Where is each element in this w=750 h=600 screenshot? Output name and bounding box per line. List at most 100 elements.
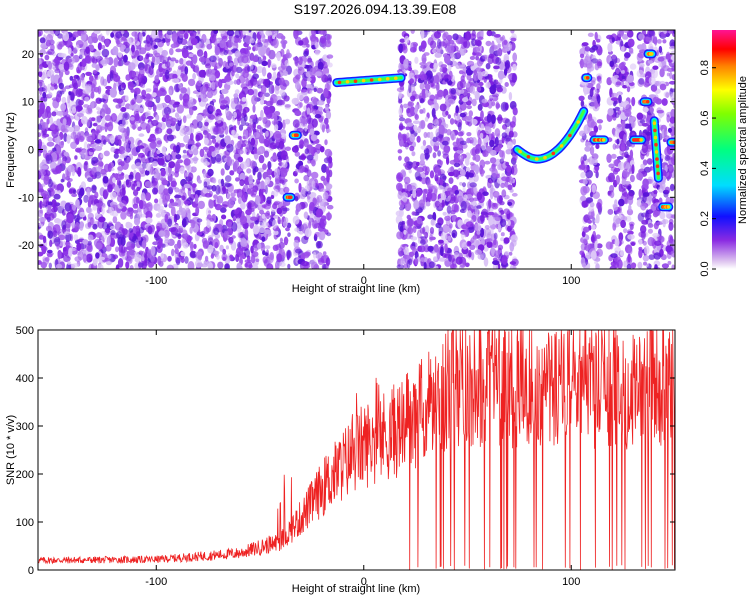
spectrogram-noise-blob xyxy=(272,244,279,251)
spectrogram-noise-blob xyxy=(511,192,518,197)
spectrogram-noise-blob xyxy=(60,103,67,112)
spectrogram-noise-blob xyxy=(451,203,459,213)
spectrogram-noise-blob xyxy=(434,265,439,269)
spectrogram-noise-blob xyxy=(254,195,261,205)
spectrogram-noise-blob xyxy=(455,105,460,114)
spectrogram-noise-blob xyxy=(315,208,324,218)
spectrogram-noise-blob xyxy=(628,204,632,212)
spectrogram-noise-blob xyxy=(326,204,334,210)
spectrogram-noise-blob xyxy=(452,169,460,178)
spectrogram-noise-blob xyxy=(217,126,225,134)
spectrogram-noise-blob xyxy=(459,112,466,118)
spectrogram-noise-blob xyxy=(266,196,272,205)
spectrogram-noise-blob xyxy=(470,251,475,261)
spectrogram-noise-blob xyxy=(423,131,428,139)
spectrogram-noise-blob xyxy=(445,110,449,116)
spectrogram-noise-blob xyxy=(612,143,617,150)
spectrogram-noise-blob xyxy=(202,241,209,249)
spectrogram-noise-blob xyxy=(160,253,165,259)
spectrogram-noise-blob xyxy=(157,208,165,214)
spectrogram-noise-blob xyxy=(249,114,257,120)
spectrogram-noise-blob xyxy=(152,104,157,112)
spectrogram-noise-blob xyxy=(642,107,649,113)
spectrogram-noise-blob xyxy=(223,230,229,238)
spectrogram-noise-blob xyxy=(623,191,628,197)
spectrogram-noise-blob xyxy=(101,117,106,123)
spectrogram-noise-blob xyxy=(232,65,237,73)
spectrogram-noise-blob xyxy=(38,234,45,240)
spectrogram-noise-blob xyxy=(321,163,328,173)
spectrogram-noise-blob xyxy=(480,30,484,39)
spectrogram-noise-blob xyxy=(263,138,271,147)
spectrogram-noise-blob xyxy=(226,192,231,200)
spectrogram-noise-blob xyxy=(427,214,434,220)
spectrogram-noise-blob xyxy=(426,191,433,200)
spectrogram-noise-blob xyxy=(216,195,224,204)
spectrogram-noise-blob xyxy=(505,161,510,167)
spectrogram-noise-blob xyxy=(153,50,158,56)
spectrogram-noise-blob xyxy=(224,263,230,269)
spectrogram-noise-blob xyxy=(39,209,43,214)
spectrogram-noise-blob xyxy=(178,143,185,148)
spectrogram-noise-blob xyxy=(110,113,118,122)
spectrogram-noise-blob xyxy=(75,44,80,50)
spectrogram-noise-blob xyxy=(229,170,235,176)
spectrogram-noise-blob xyxy=(595,143,600,150)
spectrogram-noise-blob xyxy=(84,96,90,102)
spectrogram-noise-blob xyxy=(155,95,161,104)
spectrogram-noise-blob xyxy=(38,57,42,66)
spectrogram-noise-blob xyxy=(47,178,53,188)
spectrogram-noise-blob xyxy=(67,47,72,55)
spectrogram-noise-blob xyxy=(504,82,509,87)
spectrogram-noise-blob xyxy=(276,207,283,215)
spectrogram-noise-blob xyxy=(112,215,118,224)
spectrogram-noise-blob xyxy=(196,80,203,87)
spectrogram-noise-blob xyxy=(326,94,331,105)
spectrogram-noise-blob xyxy=(595,263,600,269)
spectrogram-noise-blob xyxy=(596,243,603,249)
spectrogram-noise-blob xyxy=(275,138,280,147)
spectrogram-noise-blob xyxy=(38,30,43,36)
spectrogram-noise-blob xyxy=(128,62,136,71)
spectrogram-noise-blob xyxy=(271,155,279,160)
spectrogram-noise-blob xyxy=(431,107,436,118)
spectrogram-noise-blob xyxy=(454,190,460,195)
spectrogram-noise-blob xyxy=(129,116,135,121)
spectrogram-noise-blob xyxy=(266,263,274,269)
spectrogram-noise-blob xyxy=(54,188,58,196)
spectrogram-noise-blob xyxy=(294,56,299,67)
spectrogram-noise-blob xyxy=(610,92,618,99)
spectrogram-noise-blob xyxy=(234,50,241,58)
spectrogram-noise-blob xyxy=(195,251,203,259)
spectrogram-noise-blob xyxy=(191,183,197,189)
spectrogram-noise-blob xyxy=(90,91,95,99)
spectrogram-noise-blob xyxy=(261,204,267,208)
spectrogram-noise-blob xyxy=(616,138,620,145)
spectrogram-noise-blob xyxy=(497,43,502,48)
spectrogram-noise-blob xyxy=(321,263,327,269)
spectrogram-noise-blob xyxy=(620,219,626,229)
spectrogram-noise-blob xyxy=(254,88,258,94)
spectrogram-noise-blob xyxy=(224,135,231,144)
spectrogram-noise-blob xyxy=(396,231,404,240)
spectrogram-noise-blob xyxy=(642,159,648,166)
spectrogram-noise-blob xyxy=(501,255,508,265)
spectrogram-noise-blob xyxy=(139,47,147,55)
spectrogram-noise-blob xyxy=(235,253,240,262)
spectrogram-noise-blob xyxy=(267,254,274,264)
spectrogram-noise-blob xyxy=(627,234,635,240)
spectrogram-noise-blob xyxy=(439,160,444,166)
spectrogram-noise-blob xyxy=(404,176,411,185)
spectrogram-noise-blob xyxy=(424,83,431,91)
spectrogram-noise-blob xyxy=(112,74,121,82)
spectrogram-noise-blob xyxy=(292,119,300,128)
spectrogram-noise-blob xyxy=(245,129,249,140)
spectrogram-noise-blob xyxy=(609,60,615,67)
spectrogram-noise-blob xyxy=(203,226,210,234)
spectrogram-noise-blob xyxy=(237,38,242,43)
spectrogram-noise-blob xyxy=(55,165,62,174)
spectrogram-noise-blob xyxy=(301,260,309,267)
spectrogram-noise-blob xyxy=(151,187,159,194)
spectrogram-noise-blob xyxy=(283,186,290,194)
spectrogram-noise-blob xyxy=(481,208,489,218)
